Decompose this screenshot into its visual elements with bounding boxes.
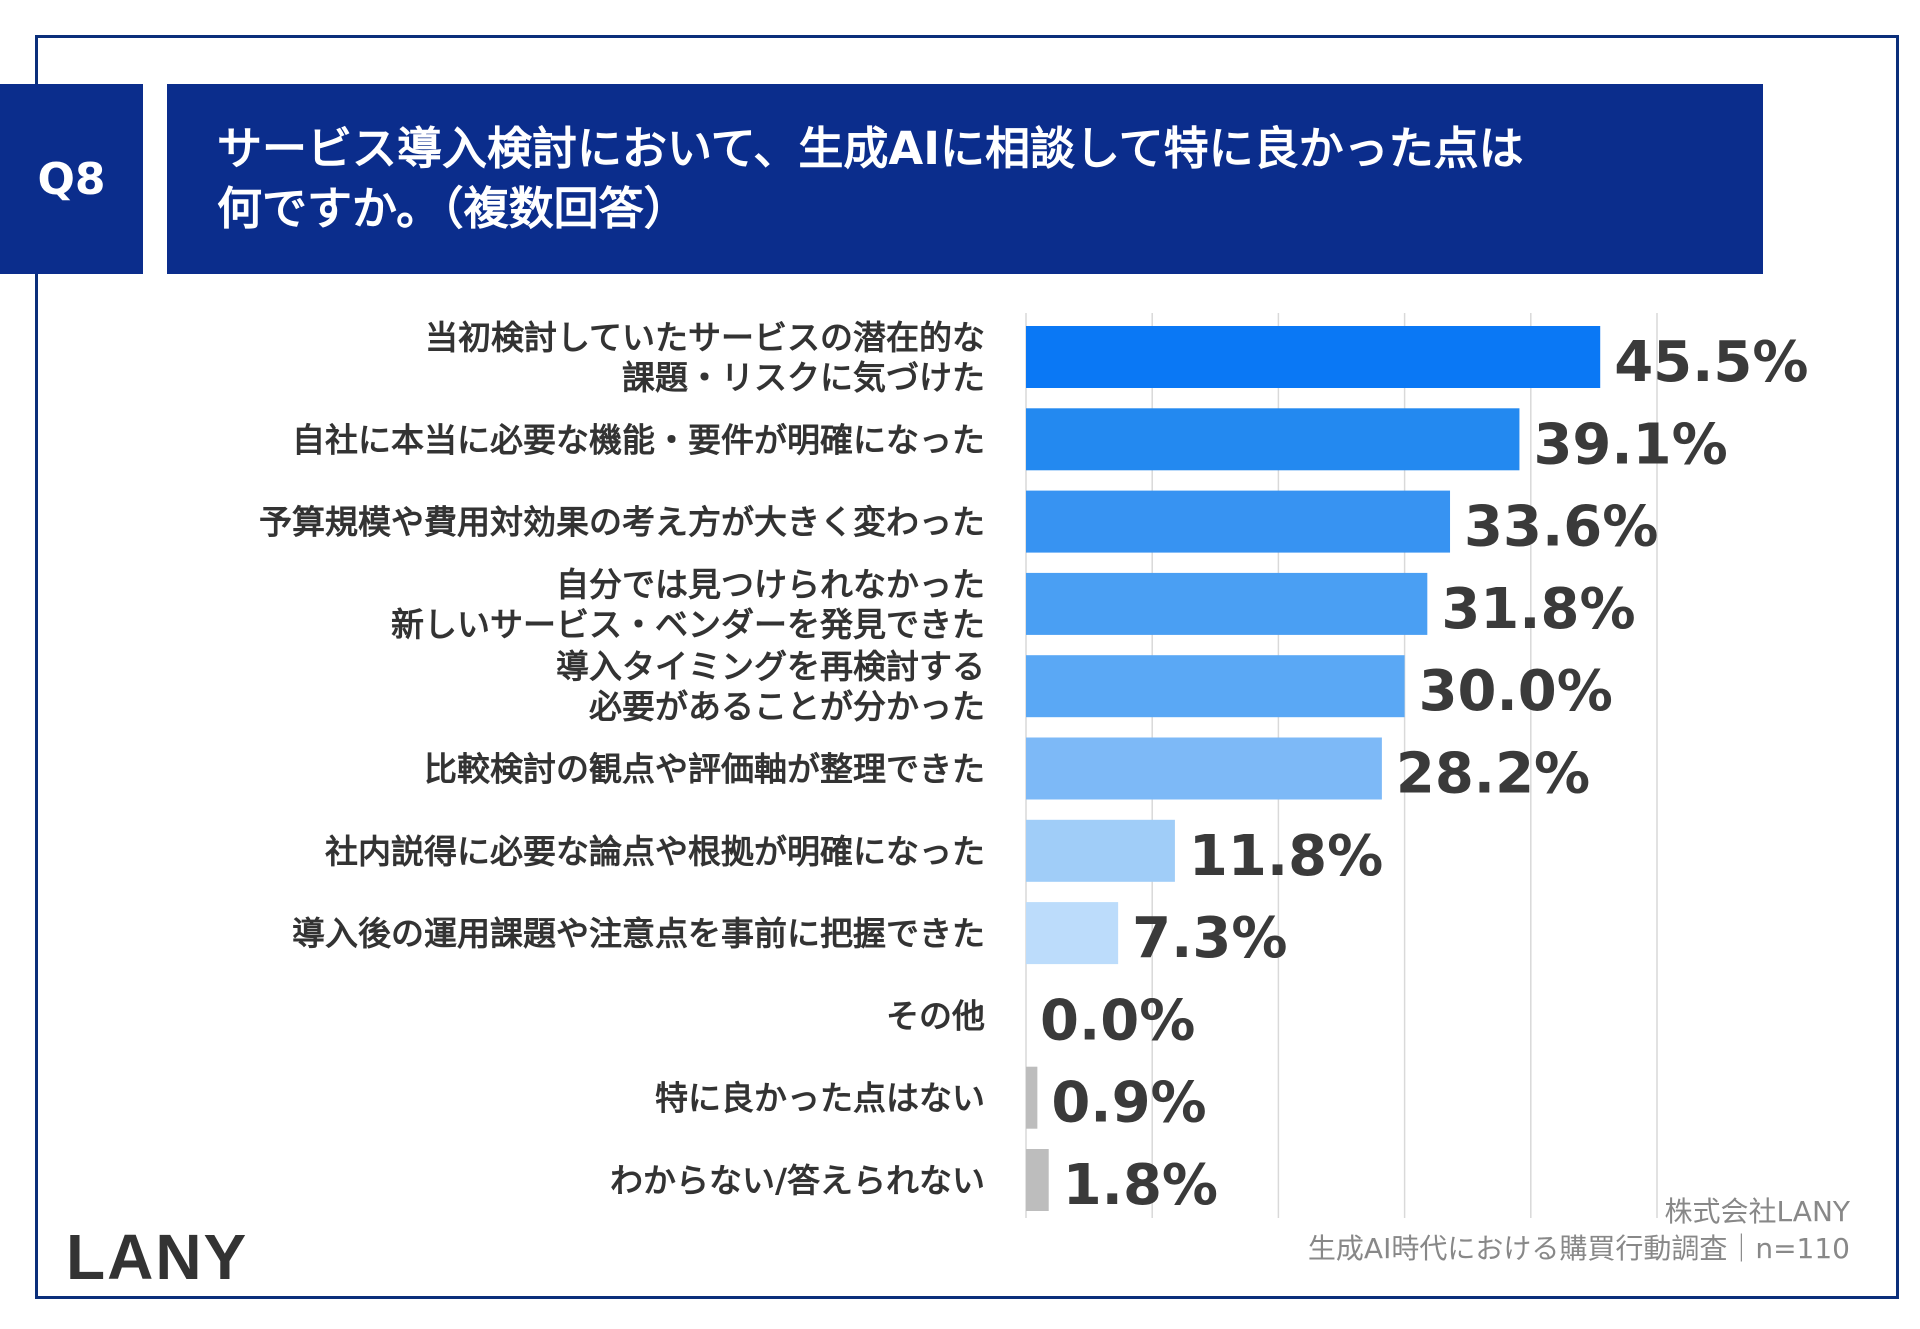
value-label: 0.9% (1051, 1071, 1206, 1136)
lany-logo: LANY (66, 1221, 249, 1293)
category-label: その他 (886, 996, 985, 1035)
chart-frame (35, 35, 1899, 1299)
question-badge: Q8 (0, 84, 143, 274)
value-label: 45.5% (1614, 330, 1808, 395)
source-note: 株式会社LANY 生成AI時代における購買行動調査｜n=110 (1308, 1193, 1850, 1267)
value-label: 1.8% (1063, 1153, 1218, 1218)
bar (1026, 902, 1119, 965)
category-label: わからない/答えられない (610, 1161, 985, 1200)
category-label: 比較検討の観点や評価軸が整理できた (424, 750, 985, 789)
category-label: 社内説得に必要な論点や根拠が明確になった (325, 832, 985, 871)
value-label: 28.2% (1396, 742, 1590, 807)
bar (1026, 819, 1175, 882)
category-label: 新しいサービス・ベンダーを発見できた (391, 605, 985, 644)
category-label: 自分では見つけられなかった (556, 565, 985, 604)
source-company: 株式会社LANY (1664, 1195, 1850, 1228)
category-label: 当初検討していたサービスの潜在的な (425, 318, 985, 357)
bar (1026, 490, 1451, 553)
value-label: 31.8% (1441, 577, 1635, 642)
bar (1026, 1149, 1049, 1211)
value-label: 30.0% (1419, 659, 1613, 724)
category-label: 課題・リスクに気づけた (622, 358, 985, 397)
bar (1026, 408, 1520, 471)
value-label: 7.3% (1132, 906, 1287, 971)
bar (1026, 1066, 1038, 1129)
bar (1026, 655, 1405, 718)
value-label: 11.8% (1189, 824, 1383, 889)
value-label: 33.6% (1464, 495, 1658, 560)
question-title-line-1: サービス導入検討において、生成AIに相談して特に良かった点は (217, 122, 1524, 175)
category-label: 導入後の運用課題や注意点を事前に把握できた (292, 914, 985, 953)
bar (1026, 572, 1428, 635)
bar (1026, 737, 1382, 800)
category-label: 特に良かった点はない (655, 1079, 985, 1118)
category-label: 必要があることが分かった (589, 687, 985, 726)
category-label: 導入タイミングを再検討する (556, 647, 985, 686)
question-title-line-2: 何ですか。（複数回答） (217, 182, 689, 235)
source-survey: 生成AI時代における購買行動調査｜n=110 (1307, 1232, 1850, 1265)
category-label: 自社に本当に必要な機能・要件が明確になった (292, 420, 985, 459)
category-label: 予算規模や費用対効果の考え方が大きく変わった (259, 503, 985, 542)
question-title: サービス導入検討において、生成AIに相談して特に良かった点は 何ですか。（複数回… (167, 84, 1763, 274)
bar (1026, 326, 1601, 388)
value-label: 0.0% (1040, 988, 1195, 1053)
value-label: 39.1% (1533, 412, 1727, 477)
